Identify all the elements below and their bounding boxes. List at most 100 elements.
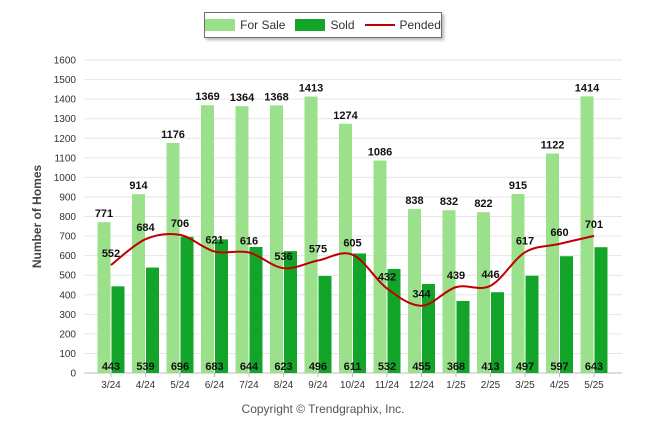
legend-item: Pended	[364, 18, 441, 32]
y-tick-label: 1100	[54, 153, 76, 164]
sold-bar	[111, 286, 125, 373]
pended-data-label: 621	[205, 235, 223, 247]
sold-bar	[491, 292, 504, 373]
for-sale-bar	[546, 153, 559, 373]
pended-line	[110, 232, 595, 307]
legend-item: For Sale	[205, 18, 285, 32]
copyright-text: Copyright © Trendgraphix, Inc.	[241, 402, 405, 416]
for-sale-bar	[580, 96, 594, 373]
for-sale-bar	[97, 222, 111, 373]
sold-bar	[215, 239, 228, 373]
for-sale-bar	[304, 96, 318, 373]
sold-bar	[180, 236, 194, 373]
for-sale-bar	[270, 105, 283, 373]
sold-bar	[525, 275, 539, 373]
for-sale-bar	[235, 106, 249, 373]
for-sale-data-label: 1414	[575, 82, 600, 94]
sold-bar	[456, 301, 470, 373]
pended-data-label: 684	[136, 222, 155, 234]
sold-data-label: 455	[412, 361, 430, 373]
legend-swatch	[295, 19, 326, 31]
for-sale-data-label: 1122	[541, 140, 565, 152]
legend-swatch	[205, 19, 236, 31]
sold-bar	[353, 253, 366, 373]
sold-data-label: 443	[102, 361, 120, 373]
y-tick-label: 300	[59, 310, 76, 321]
legend-swatch	[364, 24, 395, 26]
sold-bar	[146, 267, 159, 373]
x-tick-label: 7/24	[239, 380, 259, 391]
x-tick-label: 11/24	[375, 380, 400, 391]
pended-data-label: 616	[240, 235, 258, 247]
x-tick-label: 5/24	[170, 380, 190, 391]
sold-data-label: 496	[309, 361, 327, 373]
x-tick-label: 3/24	[101, 380, 121, 391]
for-sale-bar	[166, 142, 180, 373]
pended-data-label: 552	[102, 248, 120, 260]
y-tick-label: 0	[70, 369, 76, 380]
sold-bar	[249, 247, 263, 373]
x-tick-label: 4/24	[136, 380, 156, 391]
pended-data-label: 660	[550, 227, 568, 239]
for-sale-bar	[373, 160, 387, 373]
for-sale-data-label: 832	[440, 196, 458, 208]
for-sale-bar	[477, 212, 490, 373]
x-tick-label: 1/25	[446, 380, 466, 391]
sold-data-label: 413	[481, 361, 499, 373]
sold-data-label: 597	[550, 361, 568, 373]
pended-data-label: 344	[412, 289, 431, 301]
for-sale-data-label: 1413	[299, 83, 323, 95]
x-tick-label: 6/24	[205, 380, 225, 391]
x-tick-label: 4/25	[550, 380, 570, 391]
for-sale-data-label: 1176	[161, 129, 185, 141]
for-sale-bar	[511, 194, 525, 373]
y-tick-label: 1200	[54, 134, 77, 145]
pended-data-label: 432	[378, 271, 396, 283]
y-tick-label: 400	[59, 290, 76, 301]
sold-data-label: 696	[171, 361, 189, 373]
y-tick-label: 1600	[54, 56, 77, 67]
y-tick-label: 700	[59, 232, 76, 243]
sold-bar	[387, 268, 401, 373]
x-tick-label: 9/24	[308, 380, 328, 391]
sold-data-label: 644	[240, 361, 259, 373]
legend-label: Pended	[399, 18, 441, 32]
sold-data-label: 532	[378, 361, 396, 373]
pended-data-label: 439	[447, 270, 465, 282]
sold-data-label: 611	[344, 361, 362, 373]
sold-data-label: 683	[205, 361, 223, 373]
for-sale-data-label: 1369	[195, 91, 219, 103]
sold-data-label: 368	[447, 361, 465, 373]
for-sale-data-label: 915	[509, 180, 527, 192]
for-sale-bar	[201, 105, 214, 373]
chart-legend: For Sale Sold Pended	[204, 12, 442, 38]
pended-data-label: 706	[171, 218, 189, 230]
sold-data-label: 643	[585, 361, 603, 373]
pended-data-label: 701	[585, 219, 603, 231]
legend-label: For Sale	[240, 18, 286, 32]
for-sale-data-label: 1364	[230, 92, 255, 104]
sold-data-label: 497	[516, 361, 534, 373]
sold-data-label: 539	[136, 361, 154, 373]
sold-bar	[560, 256, 573, 373]
x-tick-label: 12/24	[409, 380, 434, 391]
x-tick-label: 10/24	[340, 380, 365, 391]
y-tick-label: 1300	[54, 114, 77, 125]
for-sale-data-label: 914	[129, 180, 148, 192]
pended-data-label: 605	[343, 238, 361, 250]
legend-label: Sold	[330, 18, 355, 32]
for-sale-data-label: 1368	[264, 91, 288, 103]
y-tick-label: 200	[59, 329, 76, 340]
y-tick-label: 100	[59, 349, 76, 360]
y-tick-label: 900	[59, 192, 76, 203]
pended-data-label: 575	[309, 244, 327, 256]
for-sale-data-label: 1086	[368, 147, 392, 159]
sold-data-label: 623	[274, 361, 292, 373]
for-sale-bar	[408, 209, 421, 373]
for-sale-data-label: 838	[405, 195, 423, 207]
for-sale-data-label: 1274	[333, 110, 358, 122]
y-tick-label: 1500	[54, 75, 77, 86]
y-axis-title: Number of Homes	[30, 165, 44, 269]
